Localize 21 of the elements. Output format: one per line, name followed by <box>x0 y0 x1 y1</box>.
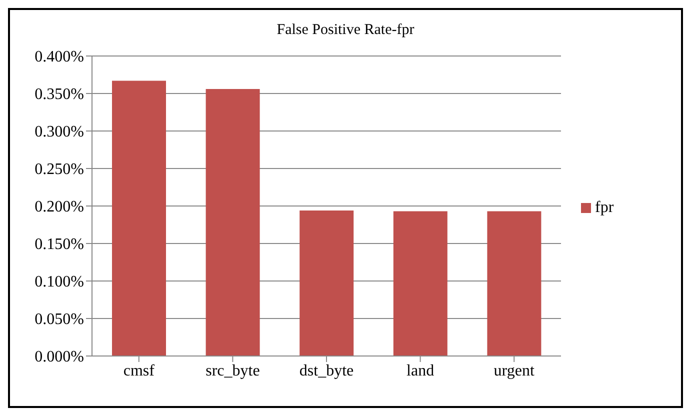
y-tick-label: 0.200% <box>34 198 84 216</box>
y-tick-label: 0.250% <box>34 161 84 178</box>
chart-title: False Positive Rate-fpr <box>276 22 416 39</box>
y-tick-label: 0.400% <box>34 48 84 66</box>
y-tick-label: 0.100% <box>34 274 84 291</box>
y-tick-label: 0.150% <box>34 236 84 254</box>
x-tick-label: land <box>406 362 434 380</box>
bar <box>112 80 166 356</box>
x-tick-label: cmsf <box>123 362 156 380</box>
x-tick-label: dst_byte <box>299 362 354 380</box>
x-tick-label: urgent <box>494 362 535 380</box>
y-tick-label: 0.300% <box>34 124 84 141</box>
y-tick-label: 0.050% <box>34 311 84 328</box>
bar <box>393 211 448 356</box>
y-tick-label: 0.000% <box>34 348 84 366</box>
bar <box>300 210 354 356</box>
y-tick-label: 0.350% <box>34 86 84 104</box>
x-tick-label: src_byte <box>206 362 260 380</box>
legend-label: fpr <box>595 199 614 216</box>
bar <box>487 211 542 356</box>
bar <box>206 89 260 356</box>
